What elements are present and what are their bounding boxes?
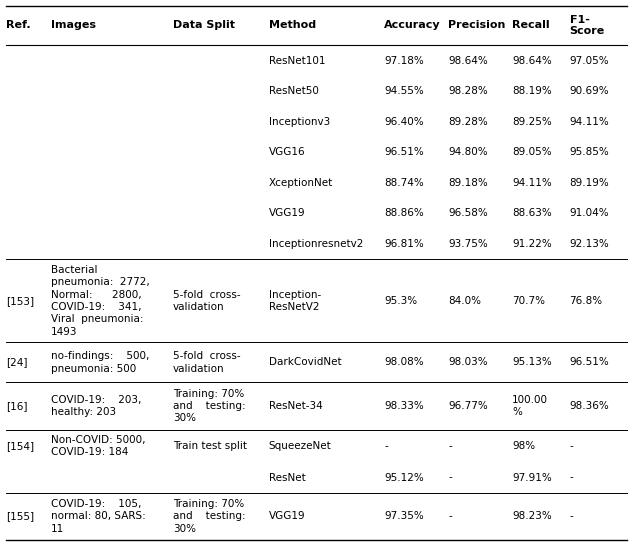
Text: 96.58%: 96.58% xyxy=(448,208,488,218)
Text: 95.85%: 95.85% xyxy=(570,147,609,157)
Text: SqueezeNet: SqueezeNet xyxy=(269,441,332,451)
Text: COVID-19:    203,
healthy: 203: COVID-19: 203, healthy: 203 xyxy=(51,395,141,417)
Text: 98.36%: 98.36% xyxy=(570,401,609,411)
Text: 89.19%: 89.19% xyxy=(570,178,609,188)
Text: 89.05%: 89.05% xyxy=(512,147,552,157)
Text: 70.7%: 70.7% xyxy=(512,296,545,306)
Text: Inceptionv3: Inceptionv3 xyxy=(269,117,330,127)
Text: [153]: [153] xyxy=(6,296,35,306)
Text: -: - xyxy=(570,473,573,483)
Text: 100.00
%: 100.00 % xyxy=(512,395,548,417)
Text: 93.75%: 93.75% xyxy=(448,239,488,249)
Text: Method: Method xyxy=(269,20,316,30)
Text: Train test split: Train test split xyxy=(173,441,247,451)
Text: 98.23%: 98.23% xyxy=(512,511,552,521)
Text: 94.55%: 94.55% xyxy=(384,86,424,96)
Text: VGG16: VGG16 xyxy=(269,147,305,157)
Text: -: - xyxy=(384,441,388,451)
Text: 98.08%: 98.08% xyxy=(384,358,424,368)
Text: 98.28%: 98.28% xyxy=(448,86,488,96)
Text: no-findings:    500,
pneumonia: 500: no-findings: 500, pneumonia: 500 xyxy=(51,351,150,374)
Text: -: - xyxy=(448,511,452,521)
Text: XceptionNet: XceptionNet xyxy=(269,178,333,188)
Text: 76.8%: 76.8% xyxy=(570,296,603,306)
Text: Training: 70%
and    testing:
30%: Training: 70% and testing: 30% xyxy=(173,388,245,423)
Text: Training: 70%
and    testing:
30%: Training: 70% and testing: 30% xyxy=(173,499,245,534)
Text: [16]: [16] xyxy=(6,401,28,411)
Text: Data Split: Data Split xyxy=(173,20,235,30)
Text: Non-COVID: 5000,
COVID-19: 184: Non-COVID: 5000, COVID-19: 184 xyxy=(51,435,146,457)
Text: 96.51%: 96.51% xyxy=(384,147,424,157)
Text: 94.11%: 94.11% xyxy=(512,178,552,188)
Text: Inception-
ResNetV2: Inception- ResNetV2 xyxy=(269,289,321,312)
Text: ResNet: ResNet xyxy=(269,473,305,483)
Text: 89.28%: 89.28% xyxy=(448,117,488,127)
Text: 95.3%: 95.3% xyxy=(384,296,417,306)
Text: 95.13%: 95.13% xyxy=(512,358,552,368)
Text: COVID-19:    105,
normal: 80, SARS:
11: COVID-19: 105, normal: 80, SARS: 11 xyxy=(51,499,146,534)
Text: 94.11%: 94.11% xyxy=(570,117,609,127)
Text: [154]: [154] xyxy=(6,441,35,451)
Text: 5-fold  cross-
validation: 5-fold cross- validation xyxy=(173,289,241,312)
Text: Accuracy: Accuracy xyxy=(384,20,440,30)
Text: -: - xyxy=(448,473,452,483)
Text: -: - xyxy=(570,441,573,451)
Text: 98.33%: 98.33% xyxy=(384,401,424,411)
Text: 98.64%: 98.64% xyxy=(512,56,552,66)
Text: 91.04%: 91.04% xyxy=(570,208,609,218)
Text: 5-fold  cross-
validation: 5-fold cross- validation xyxy=(173,351,241,374)
Text: 88.74%: 88.74% xyxy=(384,178,424,188)
Text: -: - xyxy=(570,511,573,521)
Text: 88.86%: 88.86% xyxy=(384,208,424,218)
Text: 96.81%: 96.81% xyxy=(384,239,424,249)
Text: 97.91%: 97.91% xyxy=(512,473,552,483)
Text: Images: Images xyxy=(51,20,96,30)
Text: Inceptionresnetv2: Inceptionresnetv2 xyxy=(269,239,363,249)
Text: 97.35%: 97.35% xyxy=(384,511,424,521)
Text: 98.03%: 98.03% xyxy=(448,358,488,368)
Text: 94.80%: 94.80% xyxy=(448,147,488,157)
Text: VGG19: VGG19 xyxy=(269,208,305,218)
Text: Bacterial
pneumonia:  2772,
Normal:      2800,
COVID-19:    341,
Viral  pneumoni: Bacterial pneumonia: 2772, Normal: 2800,… xyxy=(51,264,150,337)
Text: ResNet101: ResNet101 xyxy=(269,56,325,66)
Text: 95.12%: 95.12% xyxy=(384,473,424,483)
Text: 89.18%: 89.18% xyxy=(448,178,488,188)
Text: 96.40%: 96.40% xyxy=(384,117,424,127)
Text: F1-
Score: F1- Score xyxy=(570,15,605,36)
Text: Ref.: Ref. xyxy=(6,20,31,30)
Text: 89.25%: 89.25% xyxy=(512,117,552,127)
Text: [155]: [155] xyxy=(6,511,35,521)
Text: -: - xyxy=(448,441,452,451)
Text: 91.22%: 91.22% xyxy=(512,239,552,249)
Text: ResNet-34: ResNet-34 xyxy=(269,401,323,411)
Text: Recall: Recall xyxy=(512,20,550,30)
Text: 97.05%: 97.05% xyxy=(570,56,609,66)
Text: 88.63%: 88.63% xyxy=(512,208,552,218)
Text: 96.51%: 96.51% xyxy=(570,358,609,368)
Text: VGG19: VGG19 xyxy=(269,511,305,521)
Text: Precision: Precision xyxy=(448,20,506,30)
Text: 92.13%: 92.13% xyxy=(570,239,609,249)
Text: 84.0%: 84.0% xyxy=(448,296,481,306)
Text: ResNet50: ResNet50 xyxy=(269,86,319,96)
Text: 96.77%: 96.77% xyxy=(448,401,488,411)
Text: DarkCovidNet: DarkCovidNet xyxy=(269,358,341,368)
Text: 88.19%: 88.19% xyxy=(512,86,552,96)
Text: 98.64%: 98.64% xyxy=(448,56,488,66)
Text: 97.18%: 97.18% xyxy=(384,56,424,66)
Text: [24]: [24] xyxy=(6,358,28,368)
Text: 90.69%: 90.69% xyxy=(570,86,609,96)
Text: 98%: 98% xyxy=(512,441,535,451)
